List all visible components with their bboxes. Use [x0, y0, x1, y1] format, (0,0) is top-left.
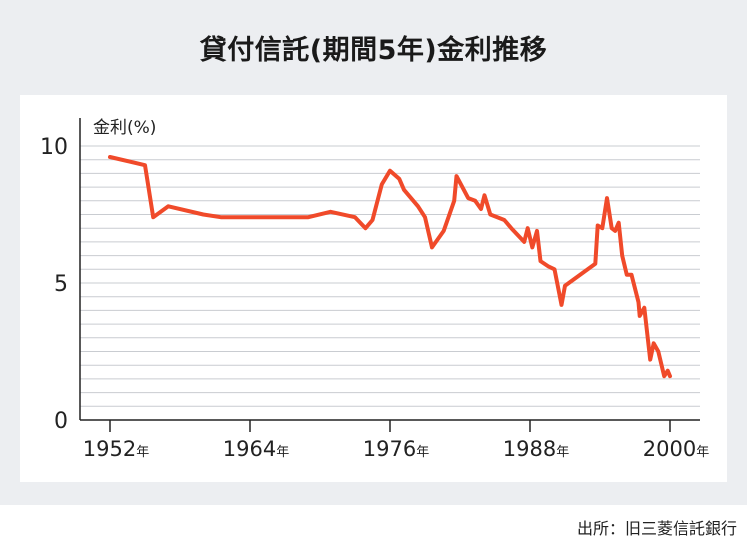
x-tick-unit: 年 [696, 445, 709, 460]
y-tick-label: 10 [40, 135, 68, 160]
x-tick-labels: 1952年 1964年 1976年 1988年 2000年 [83, 420, 709, 461]
x-tick-unit: 年 [416, 445, 429, 460]
chart-title: 貸付信託(期間5年)金利推移 [199, 35, 548, 66]
grid-lines [80, 145, 700, 421]
x-tick-unit: 年 [276, 445, 289, 460]
x-tick-label: 1988年 [503, 437, 569, 461]
line-chart: 金利(%) 10 5 0 1952年 1964年 1976年 1988年 2000年 [40, 118, 709, 461]
y-axis-label: 金利(%) [93, 118, 156, 138]
x-tick-label: 1952年 [83, 437, 149, 461]
source-note: 出所：旧三菱信託銀行 [576, 519, 737, 538]
x-tick-label: 1964年 [223, 437, 289, 461]
x-tick-unit: 年 [556, 445, 569, 460]
x-tick-unit: 年 [136, 445, 149, 460]
y-tick-label: 5 [54, 272, 68, 297]
y-tick-labels: 10 5 0 [40, 135, 68, 434]
series-group [108, 155, 672, 379]
series-line [108, 155, 672, 379]
y-tick-label: 0 [54, 409, 68, 434]
x-tick-label: 1976年 [363, 437, 429, 461]
x-tick-label: 2000年 [643, 437, 709, 461]
